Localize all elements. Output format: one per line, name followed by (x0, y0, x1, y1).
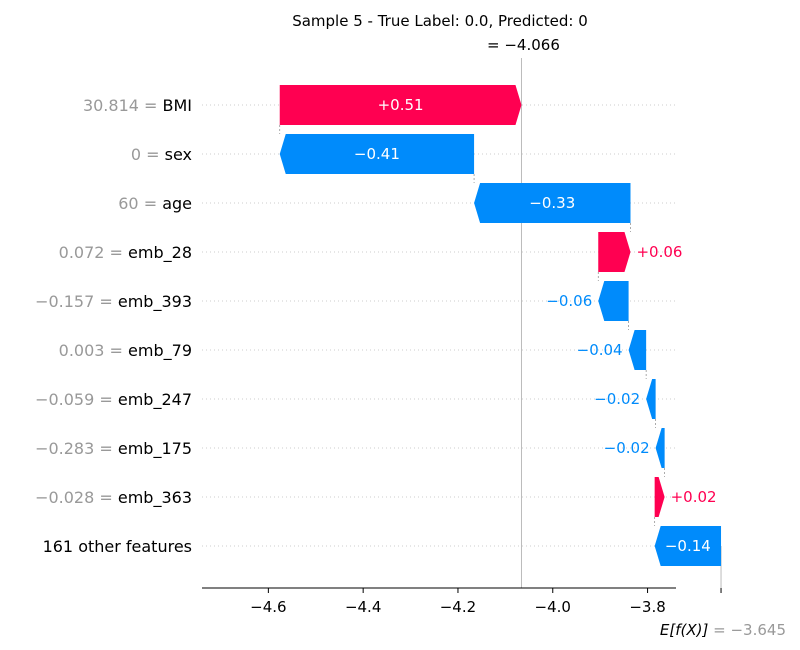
bar-value-label: −0.02 (604, 439, 650, 457)
feature-label: 0 = sex (131, 145, 192, 164)
bar-value-label: −0.14 (665, 537, 711, 555)
bar-value-label: +0.51 (378, 96, 424, 114)
x-axis: −4.6 −4.4 −4.2 −4.0 −3.8 (202, 587, 722, 616)
fx-value-label: = −4.066 (487, 36, 560, 54)
bar-value-label: −0.02 (594, 390, 640, 408)
bar-value-label: +0.02 (671, 488, 717, 506)
feature-label: −0.059 = emb_247 (35, 390, 192, 410)
bar-BMI (279, 85, 522, 125)
chart-title: Sample 5 - True Label: 0.0, Predicted: 0 (292, 12, 588, 30)
x-tick-label: −4.4 (345, 598, 381, 616)
bottom-annotation: E[f(X)] = −3.645 (660, 621, 786, 639)
bar-value-label: −0.41 (354, 145, 400, 163)
feature-label: 0.003 = emb_79 (59, 341, 192, 361)
feature-label: 60 = age (118, 194, 192, 213)
bar-emb_363 (654, 477, 665, 517)
bar-emb_247 (646, 379, 656, 419)
x-tick-label: −4.0 (535, 598, 571, 616)
bar-value-label: −0.33 (529, 194, 575, 212)
bar-sex (279, 134, 475, 174)
feature-label: −0.283 = emb_175 (35, 439, 192, 459)
bar-value-label: +0.06 (636, 243, 682, 261)
bar-emb_393 (598, 281, 629, 321)
bar-emb_28 (598, 232, 631, 272)
x-tick-label: −3.8 (629, 598, 665, 616)
bar-emb_175 (655, 428, 665, 468)
x-tick-label: −4.2 (440, 598, 476, 616)
feature-labels: 30.814 = BMI 0 = sex 60 = age 0.072 = emb_2… (35, 96, 192, 556)
feature-label: −0.028 = emb_363 (35, 488, 192, 508)
x-tick-label: −4.6 (250, 598, 286, 616)
contribution-bars: +0.51 −0.41 −0.33 +0.06 −0.06 −0.04 −0.02 −0.02… (279, 85, 722, 566)
bar-161-other-features (654, 526, 722, 566)
bar-value-label: −0.06 (546, 292, 592, 310)
bar-value-label: −0.04 (577, 341, 623, 359)
base-value-label: E[f(X)] = −3.645 (660, 621, 786, 639)
feature-label: 0.072 = emb_28 (59, 243, 192, 263)
bar-age (474, 183, 631, 223)
top-annotation: = −4.066 (487, 36, 560, 54)
feature-label: −0.157 = emb_393 (35, 292, 192, 312)
bar-emb_79 (628, 330, 647, 370)
feature-label: 30.814 = BMI (83, 96, 192, 115)
feature-label: 161 other features (43, 537, 192, 556)
